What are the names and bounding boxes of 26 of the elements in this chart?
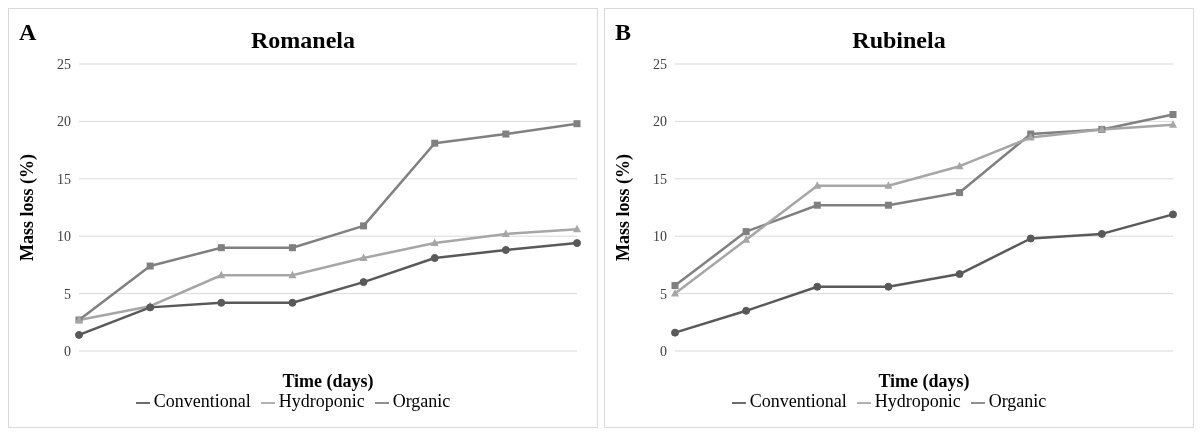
y-axis-title: Mass loss (%) (17, 154, 39, 261)
legend-label: Hydroponic (278, 391, 365, 411)
y-tick-label: 20 (57, 114, 71, 130)
text: B (615, 19, 632, 46)
y-tick-label: 10 (653, 229, 667, 245)
legend-label: Organic (988, 391, 1047, 411)
y-tick-label: 25 (57, 56, 71, 72)
y-tick-label: 15 (57, 171, 71, 187)
legend-label: Hydroponic (874, 391, 961, 411)
y-tick-label: 5 (660, 286, 667, 302)
y-tick-label: 20 (653, 114, 667, 130)
chart-title: Rubinela (852, 27, 946, 53)
y-tick-label: 15 (653, 171, 667, 187)
legend-label: Organic (392, 391, 451, 411)
y-axis-title: Mass loss (%) (613, 154, 635, 261)
chart-title: Romanela (251, 27, 355, 53)
legend-label: Conventional (749, 391, 847, 411)
y-tick-label: 0 (64, 343, 71, 359)
y-tick-label: 0 (660, 343, 667, 359)
y-tick-label: 5 (64, 286, 71, 302)
y-tick-label: 10 (57, 229, 71, 245)
x-axis-title: Time (days) (878, 371, 970, 392)
x-axis-title: Time (days) (282, 371, 374, 392)
legend-label: Conventional (153, 391, 251, 411)
text: A (19, 19, 37, 46)
y-tick-label: 25 (653, 56, 667, 72)
